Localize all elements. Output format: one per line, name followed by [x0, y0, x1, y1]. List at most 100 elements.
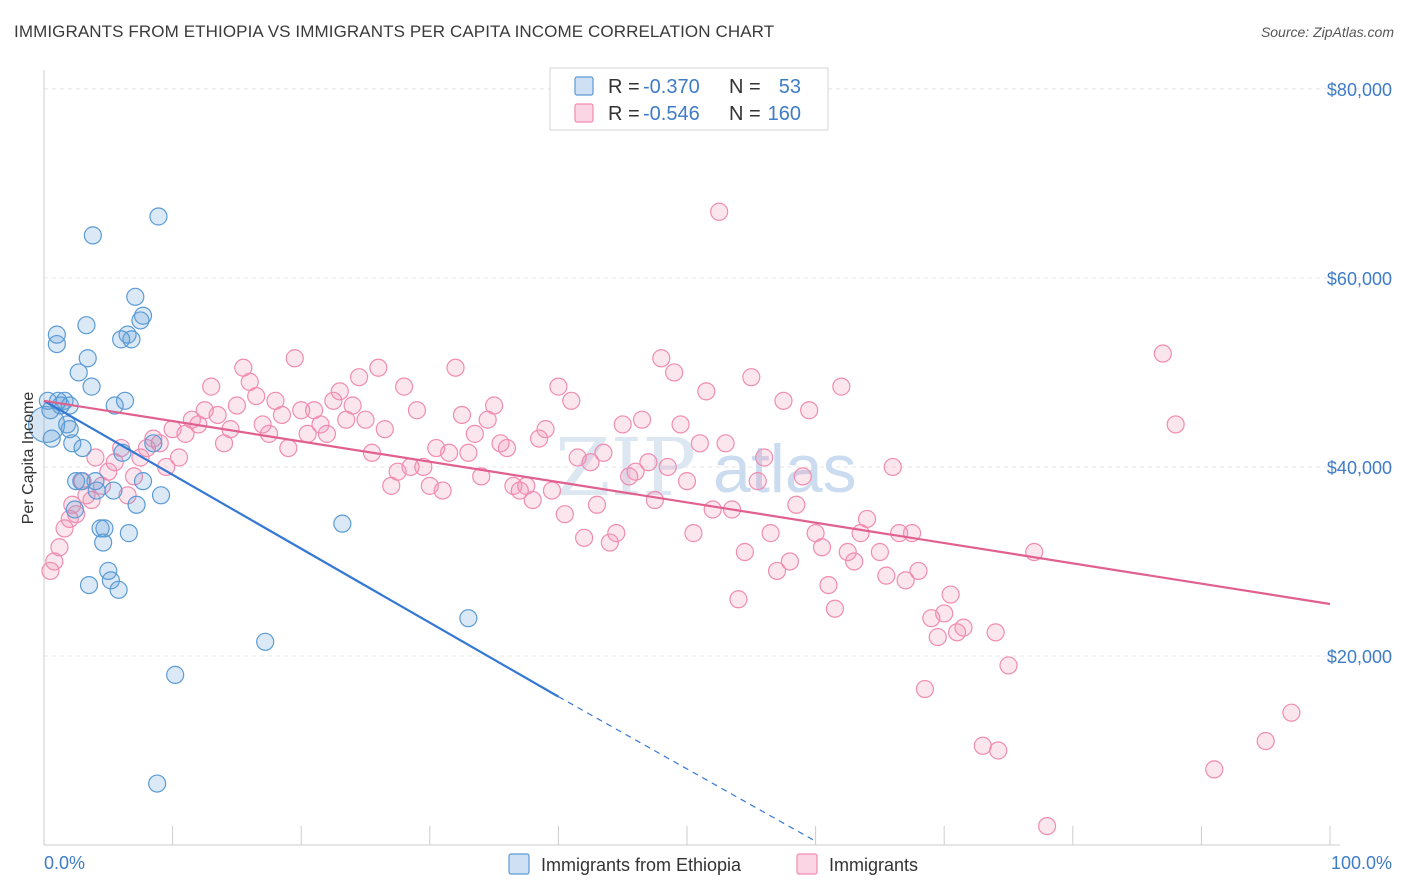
point-immigrants [292, 401, 311, 420]
point-immigrants [343, 396, 362, 415]
point-ethiopia [144, 434, 163, 453]
point-immigrants [497, 438, 517, 458]
point-immigrants [915, 679, 935, 699]
legend-label-immigrants: Immigrants [829, 855, 918, 875]
watermark: ZIP atlas [555, 421, 857, 514]
point-immigrants [819, 575, 838, 595]
point-immigrants [857, 509, 877, 529]
point-immigrants [536, 420, 555, 439]
point-immigrants [626, 462, 645, 481]
point-immigrants [317, 424, 337, 443]
point-immigrants [285, 349, 304, 368]
point-immigrants [459, 443, 478, 462]
point-ethiopia [78, 349, 97, 368]
point-immigrants [562, 391, 581, 410]
point-ethiopia [151, 486, 171, 505]
point-immigrants [587, 495, 607, 514]
stats-legend-swatch-ethiopia [574, 76, 594, 96]
point-ethiopia [133, 306, 153, 325]
point-immigrants [729, 590, 748, 609]
point-ethiopia [58, 415, 77, 434]
stats-legend: R = -0.370 N = 53 R = -0.546 N = 160 [549, 67, 829, 131]
point-immigrants [414, 457, 433, 477]
source-credit: Source: ZipAtlas.com [1260, 24, 1394, 40]
point-immigrants [45, 552, 64, 571]
point-immigrants [202, 377, 221, 396]
point-immigrants [465, 424, 484, 443]
point-immigrants [703, 500, 722, 519]
point-ethiopia [126, 287, 145, 306]
point-immigrants [838, 542, 857, 562]
point-immigrants [272, 405, 292, 425]
point-immigrants [349, 368, 369, 387]
point-immigrants [845, 552, 864, 571]
stats-legend-r-label: R = [608, 76, 640, 98]
point-immigrants [639, 453, 658, 472]
legend-label-ethiopia: Immigrants from Ethiopia [541, 855, 742, 875]
point-immigrants [812, 538, 832, 557]
stats-legend-swatch-immigrants [574, 103, 594, 123]
point-immigrants [485, 396, 504, 415]
point-immigrants [896, 571, 915, 590]
point-ethiopia [72, 472, 91, 491]
point-immigrants [324, 391, 343, 410]
point-ethiopia [87, 481, 106, 500]
point-immigrants [748, 472, 767, 491]
stats-legend-box [549, 67, 829, 131]
point-immigrants [755, 448, 774, 467]
point-immigrants [124, 467, 144, 486]
point-immigrants [407, 401, 427, 420]
point-immigrants [581, 453, 600, 472]
trend-line-ethiopia [43, 399, 559, 698]
point-immigrants [793, 467, 812, 486]
x-axis-ticks [172, 826, 1331, 845]
point-immigrants [208, 405, 227, 425]
point-ethiopia [133, 472, 153, 491]
point-immigrants [941, 585, 960, 604]
point-ethiopia [73, 438, 92, 458]
legend-swatch-ethiopia [508, 853, 530, 875]
data-points [27, 202, 1301, 836]
point-ethiopia [122, 330, 141, 349]
point-immigrants [1205, 760, 1224, 779]
stats-legend-n-value: 53 [779, 76, 801, 98]
point-immigrants [928, 627, 947, 647]
x-tick-label-min: 0.0% [44, 853, 85, 873]
point-ethiopia [109, 580, 128, 599]
point-ethiopia [166, 665, 185, 684]
point-ethiopia [149, 207, 168, 226]
point-immigrants [658, 457, 677, 477]
point-ethiopia [148, 774, 167, 793]
point-ethiopia [115, 391, 135, 410]
point-immigrants [716, 434, 735, 453]
point-ethiopia [82, 377, 101, 396]
point-ethiopia [83, 226, 102, 245]
point-immigrants [761, 524, 780, 543]
point-ethiopia [79, 575, 99, 595]
stats-legend-n-label: N = [729, 76, 761, 98]
point-immigrants [742, 368, 761, 387]
point-ethiopia [60, 420, 79, 439]
point-ethiopia [67, 472, 86, 491]
point-immigrants [774, 391, 793, 410]
y-tick-label: $40,000 [1327, 458, 1392, 478]
point-immigrants [671, 415, 690, 434]
point-immigrants [870, 542, 890, 562]
point-immigrants [832, 377, 851, 396]
y-axis-label: Per Capita Income [20, 392, 37, 525]
stats-legend-n-label: N = [729, 103, 761, 125]
point-immigrants [63, 495, 82, 514]
point-ethiopia [47, 325, 66, 344]
point-immigrants [369, 358, 388, 377]
trend-line-ethiopia-extension [558, 696, 816, 842]
y-tick-label: $20,000 [1327, 647, 1392, 667]
point-immigrants [883, 457, 902, 477]
point-immigrants [279, 438, 298, 458]
point-immigrants [82, 490, 101, 510]
point-ethiopia [119, 524, 138, 543]
point-ethiopia [104, 481, 123, 500]
point-ethiopia [256, 632, 275, 651]
point-immigrants [697, 382, 716, 401]
stats-legend-r-label: R = [608, 103, 640, 125]
bottom-legend: Immigrants from Ethiopia Immigrants [508, 853, 918, 875]
